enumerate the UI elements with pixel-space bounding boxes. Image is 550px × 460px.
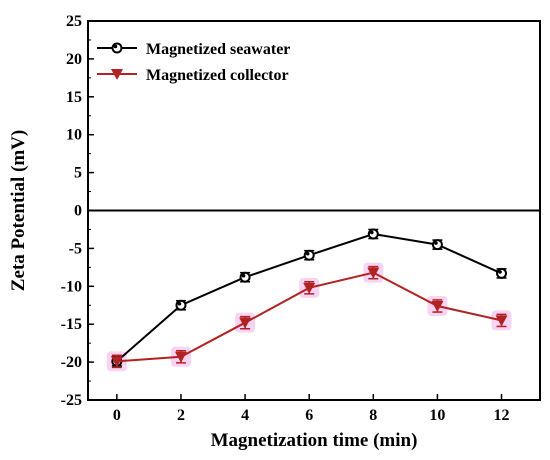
legend-marker-collector [111,69,123,80]
data-point-collector [367,267,380,279]
x-tick-label: 6 [305,407,313,424]
y-tick-label: -5 [69,240,82,257]
legend-marker-seawater [111,42,123,54]
data-point-dot [434,241,438,245]
data-point-dot [241,273,246,278]
y-axis: -25 -20 -15 -10 -5 0 5 10 15 20 25 [61,13,94,409]
legend-item-seawater: Magnetized seawater [97,41,290,58]
data-point-collector [495,315,508,327]
data-point-collector [431,301,444,313]
data-point-collector [239,317,252,329]
data-point-seawater [175,299,187,311]
y-tick-label: -15 [61,316,82,333]
data-point-seawater [431,239,443,251]
legend-label-seawater: Magnetized seawater [146,41,290,58]
data-point-dot [370,230,374,235]
y-tick-label: 25 [66,13,82,30]
x-tick-label: 0 [113,407,121,424]
x-tick-label: 2 [177,407,185,424]
data-point-seawater [496,267,508,279]
x-axis: 0 2 4 6 8 10 12 [113,394,510,424]
y-tick-label: 0 [74,203,82,220]
x-tick-label: 12 [494,407,510,424]
data-point-seawater [239,271,251,283]
data-point-seawater [303,249,315,261]
data-point-dot [305,251,310,256]
data-point-collector [303,282,316,294]
legend-marker-dot-seawater [113,44,118,49]
x-tick-label: 8 [369,407,377,424]
y-tick-label: 10 [66,127,82,144]
x-axis-label: Magnetization time (min) [211,430,418,451]
legend: Magnetized seawater Magnetized collector [97,41,290,84]
data-point-collector [174,351,187,363]
y-tick-label: 20 [66,51,82,68]
x-tick-label: 4 [241,407,249,424]
data-point-collector [110,356,123,368]
data-point-dot [498,270,502,274]
legend-label-collector: Magnetized collector [146,67,289,84]
y-axis-label: Zeta Potential (mV) [8,130,29,291]
x-tick-label: 10 [429,407,445,424]
y-tick-label: 15 [66,89,82,106]
y-tick-label: 5 [74,165,82,182]
y-tick-label: -20 [61,354,82,371]
legend-item-collector: Magnetized collector [97,67,289,84]
data-point-dot [177,301,182,306]
y-tick-label: -10 [61,278,82,295]
data-point-seawater [367,228,379,240]
y-tick-label: -25 [61,392,82,409]
series-layer [110,228,508,369]
